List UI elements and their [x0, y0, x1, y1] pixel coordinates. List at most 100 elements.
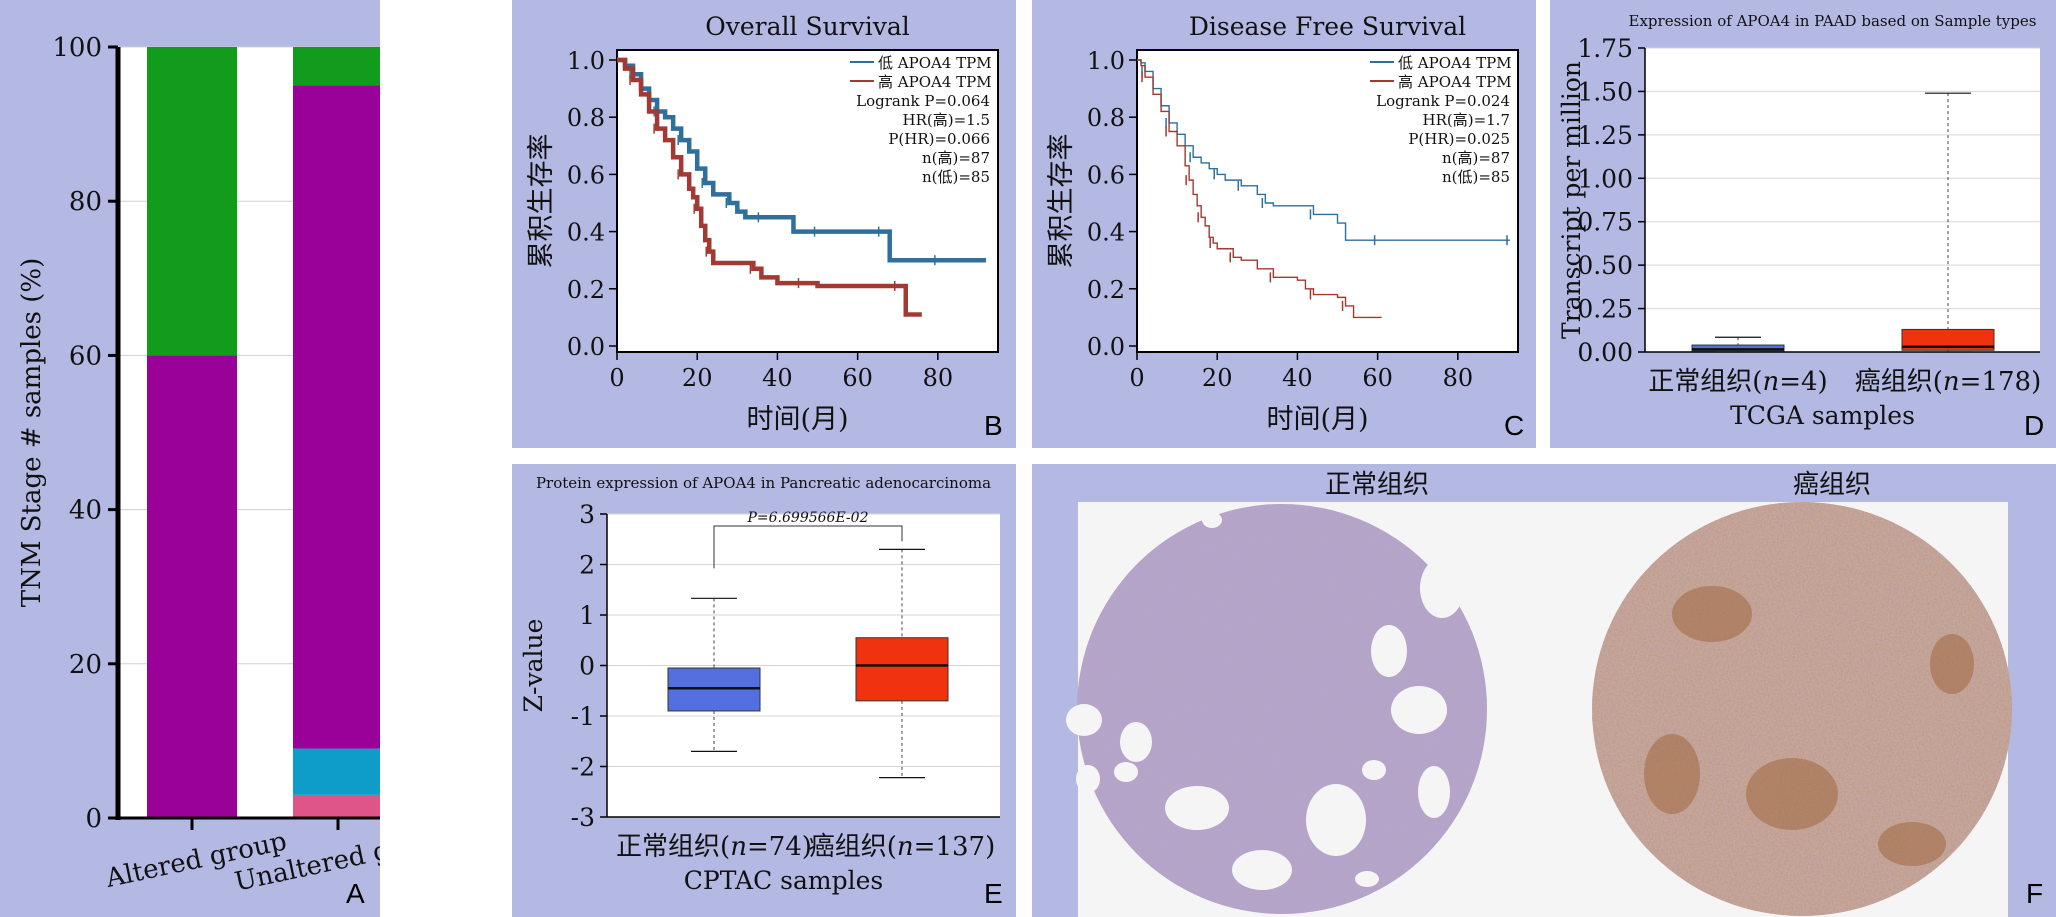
- y-tick-label-c: 0.6: [1087, 161, 1125, 189]
- stat-text-c: HR(高)=1.7: [1422, 111, 1510, 129]
- panel-label-a: A: [346, 878, 365, 909]
- x-tick-label-b: 60: [842, 364, 873, 392]
- panel-b: Overall Survival 0.0 0.2 0.4 0.6 0.8 1.0 0 20 40 6…: [512, 0, 1016, 448]
- y-tick-label-d: 1.75: [1577, 34, 1633, 63]
- x-axis-label-c: 时间(月): [1266, 404, 1368, 435]
- panel-c: Disease Free Survival 0.0 0.2 0.4 0.6 0.8 1.0 0…: [1032, 0, 1536, 448]
- stat-text-c: Logrank P=0.024: [1376, 92, 1510, 110]
- stat-text-b: P(HR)=0.066: [888, 130, 990, 148]
- bar-segment-stage-2: [293, 85, 380, 749]
- normal-tissue-image: [1066, 504, 1487, 914]
- y-tick-label-b: 0.4: [567, 219, 605, 247]
- y-tick-label-d: 1.00: [1577, 164, 1633, 193]
- x-tick-label-c: 80: [1443, 364, 1474, 392]
- plot-area-c: [1136, 49, 1519, 353]
- y-axis-label-a: TNM Stage # samples (%): [17, 258, 47, 608]
- y-tick-label-d: 0.00: [1577, 338, 1633, 367]
- y-tick-label-a: 40: [69, 496, 102, 526]
- y-tick-label-d: 0.50: [1577, 251, 1633, 280]
- stat-text-c: P(HR)=0.025: [1408, 130, 1510, 148]
- y-tick-label-e: 0: [579, 652, 595, 681]
- stat-text-b: HR(高)=1.5: [902, 111, 990, 129]
- km-curve-high-c: [1137, 59, 1382, 319]
- stat-text-b: n(高)=87: [922, 149, 990, 167]
- bar-segment-stage-4: [293, 794, 380, 818]
- x-tick-label-c: 20: [1202, 364, 1233, 392]
- y-tick-label-d: 1.50: [1577, 77, 1633, 106]
- tissue-title-tumor: 癌组织: [1792, 470, 1871, 500]
- x-tick-label-count-e: =137): [914, 832, 996, 862]
- y-tick-label-b: 0.2: [567, 276, 605, 304]
- y-tick-label-b: 0.0: [567, 333, 605, 361]
- stat-text-b: Logrank P=0.064: [856, 92, 990, 110]
- box-e: [855, 637, 949, 702]
- x-tick-label-name-d: 癌组织(: [1855, 367, 1943, 397]
- x-tick-label-e: 正常组织(n=74): [616, 832, 812, 862]
- stat-text-c: n(低)=85: [1442, 168, 1510, 186]
- x-tick-label-count-e: =74): [747, 832, 812, 862]
- bar-segment-stage-1: [147, 47, 237, 356]
- x-axis-label-b: 时间(月): [746, 404, 848, 435]
- box-d: [1901, 328, 1995, 351]
- y-tick-label-d: 1.25: [1577, 121, 1633, 150]
- legend-label-low-b: 低 APOA4 TPM: [878, 54, 992, 72]
- y-tick-label-a: 0: [85, 804, 102, 834]
- y-axis-label-c: 累积生存率: [1046, 134, 1077, 269]
- chart-title-b: Overall Survival: [705, 12, 910, 41]
- x-axis-label-e: CPTAC samples: [684, 866, 883, 895]
- y-tick-label-a: 20: [69, 650, 102, 680]
- y-tick-label-e: -1: [571, 702, 595, 731]
- y-tick-label-a: 60: [69, 341, 102, 371]
- legend-label-low-c: 低 APOA4 TPM: [1398, 54, 1512, 72]
- chart-e-svg: Protein expression of APOA4 in Pancreati…: [519, 474, 1000, 895]
- box-e: [667, 667, 761, 712]
- x-tick-label-b: 0: [609, 364, 624, 392]
- x-tick-label-count-d: =4): [1779, 367, 1827, 397]
- chart-d-svg: Expression of APOA4 in PAAD based on Sam…: [1557, 12, 2041, 430]
- stat-text-c: n(高)=87: [1442, 149, 1510, 167]
- x-tick-label-e: 癌组织(n=137): [809, 832, 995, 862]
- x-tick-label-n-d: n: [1943, 367, 1960, 397]
- x-tick-label-n-e: n: [730, 832, 747, 862]
- x-tick-label-count-d: =178): [1960, 367, 2042, 397]
- panel-label-b: B: [984, 410, 1003, 441]
- y-tick-label-c: 0.4: [1087, 219, 1125, 247]
- x-tick-label-b: 20: [682, 364, 713, 392]
- panel-label-d: D: [2024, 410, 2045, 441]
- tumor-tissue-image: [1592, 502, 2012, 916]
- box-d: [1691, 344, 1785, 352]
- tissue-micrographs: [1066, 502, 2012, 917]
- chart-title-c: Disease Free Survival: [1189, 12, 1466, 41]
- bar-segment-stage-2: [147, 355, 237, 818]
- y-tick-label-d: 0.75: [1577, 208, 1633, 237]
- legend-label-high-b: 高 APOA4 TPM: [878, 73, 992, 91]
- x-tick-label-b: 40: [762, 364, 793, 392]
- x-tick-label-c: 0: [1129, 364, 1144, 392]
- plot-area-b: [616, 49, 999, 353]
- panel-a: 0 20 40 60 80 100 Altered group Unaltered group…: [0, 0, 380, 917]
- y-tick-label-b: 0.6: [567, 161, 605, 189]
- bar-segment-stage-3: [293, 748, 380, 795]
- y-tick-label-c: 1.0: [1087, 47, 1125, 75]
- panel-f: 正常组织 癌组织: [1032, 464, 2056, 917]
- bar-segment-stage-1: [293, 47, 380, 86]
- y-tick-label-b: 1.0: [567, 47, 605, 75]
- significance-pvalue-e: P=6.699566E-02: [747, 510, 869, 526]
- x-tick-label-d: 正常组织(n=4): [1648, 367, 1827, 397]
- x-tick-label-c: 40: [1282, 364, 1313, 392]
- y-tick-label-c: 0.2: [1087, 276, 1125, 304]
- y-tick-label-a: 80: [69, 187, 102, 217]
- panel-d: Expression of APOA4 in PAAD based on Sam…: [1550, 0, 2056, 448]
- y-axis-label-d: Transcript per million: [1557, 61, 1586, 339]
- significance-bracket-e: [713, 525, 903, 569]
- y-tick-label-c: 0.0: [1087, 333, 1125, 361]
- x-tick-label-name-d: 正常组织(: [1648, 367, 1762, 397]
- x-tick-label-name-e: 正常组织(: [616, 832, 730, 862]
- panel-e: Protein expression of APOA4 in Pancreati…: [512, 464, 1016, 917]
- y-tick-label-e: 3: [579, 500, 595, 529]
- plot-area-d: [1645, 48, 2040, 352]
- chart-title-e: Protein expression of APOA4 in Pancreati…: [536, 474, 991, 492]
- x-tick-label-d: 癌组织(n=178): [1855, 367, 2041, 397]
- y-tick-label-e: 1: [579, 601, 595, 630]
- tissue-title-normal: 正常组织: [1324, 470, 1429, 500]
